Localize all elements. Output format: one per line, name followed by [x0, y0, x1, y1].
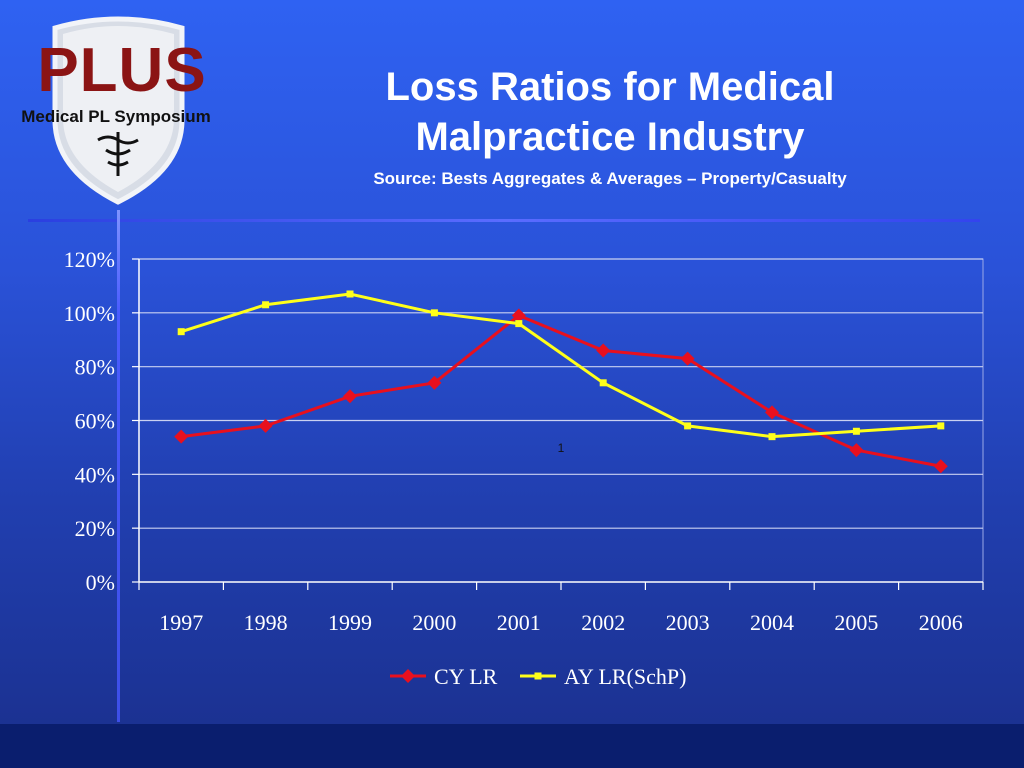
legend-label: AY LR(SchP) [564, 664, 686, 689]
page-title: Loss Ratios for Medical Malpractice Indu… [250, 62, 970, 162]
data-point [933, 459, 948, 474]
legend-swatch-marker [401, 669, 415, 683]
data-point [596, 343, 611, 358]
chart-annotation: 1 [558, 441, 565, 455]
data-point [937, 422, 945, 430]
x-tick-label: 2000 [412, 610, 456, 635]
series-line-1 [181, 313, 942, 468]
data-point [768, 433, 776, 441]
x-tick-label: 2004 [750, 610, 794, 635]
data-point [515, 320, 523, 328]
data-point [174, 429, 189, 444]
data-point [427, 375, 442, 390]
x-tick-label: 2001 [497, 610, 541, 635]
y-tick-label: 40% [75, 462, 115, 487]
horizontal-divider [28, 219, 980, 222]
y-tick-label: 120% [64, 247, 115, 272]
bottom-band [0, 724, 1024, 768]
data-point [680, 351, 695, 366]
caduceus-icon [97, 132, 139, 176]
plus-logo: PLUS Medical PL Symposium [0, 0, 240, 215]
data-point [258, 418, 273, 433]
y-tick-label: 100% [64, 301, 115, 326]
x-tick-label: 2003 [666, 610, 710, 635]
x-tick-label: 1999 [328, 610, 372, 635]
vertical-divider [117, 210, 120, 722]
data-point [852, 427, 860, 435]
x-tick-label: 2002 [581, 610, 625, 635]
data-point [346, 290, 354, 298]
x-tick-label: 1998 [244, 610, 288, 635]
title-line-2: Malpractice Industry [415, 115, 805, 159]
x-tick-label: 2006 [919, 610, 963, 635]
data-point [343, 389, 357, 404]
logo-plus-text: PLUS [37, 36, 207, 105]
y-tick-label: 0% [86, 570, 115, 595]
y-tick-label: 80% [75, 355, 115, 380]
shield-icon [52, 16, 185, 205]
title-line-1: Loss Ratios for Medical [385, 65, 835, 109]
x-tick-label: 2005 [834, 610, 878, 635]
series-line-2 [180, 292, 941, 439]
data-point [849, 443, 864, 458]
y-tick-label: 60% [75, 409, 115, 434]
data-point [262, 301, 270, 309]
data-point [599, 379, 607, 387]
page-subtitle: Source: Bests Aggregates & Averages – Pr… [373, 169, 847, 188]
logo-tagline: Medical PL Symposium [21, 107, 211, 126]
x-tick-label: 1997 [159, 610, 203, 635]
data-point [511, 308, 526, 323]
data-point [177, 328, 185, 336]
y-tick-label: 20% [75, 516, 115, 541]
legend-label: CY LR [434, 664, 498, 689]
data-point [430, 309, 438, 317]
legend-swatch-marker [534, 672, 542, 680]
data-point [684, 422, 692, 430]
data-point [765, 405, 779, 420]
